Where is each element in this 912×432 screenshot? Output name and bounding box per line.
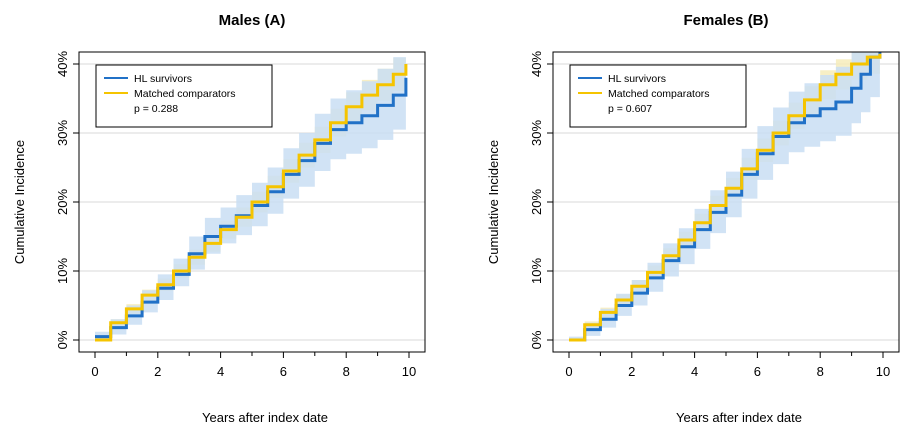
confidence-band xyxy=(95,52,406,340)
x-tick-label: 2 xyxy=(628,364,635,379)
legend-label-comparators: Matched comparators xyxy=(608,88,710,100)
y-tick-label: 0% xyxy=(55,330,70,349)
x-tick-label: 10 xyxy=(402,364,416,379)
chart-title: Females (B) xyxy=(683,12,768,29)
y-tick-label: 20% xyxy=(529,189,544,215)
x-tick-label: 4 xyxy=(217,364,224,379)
x-tick-label: 6 xyxy=(754,364,761,379)
x-axis: 0 2 4 6 8 10 xyxy=(565,352,890,379)
y-tick-label: 40% xyxy=(529,51,544,77)
p-value-label: p = 0.607 xyxy=(608,103,652,115)
panel-males: Males (A) 0 2 4 6 8 10 0% 10% 20% 30% 40% Years a… xyxy=(12,12,426,425)
p-value-label: p = 0.288 xyxy=(134,103,178,115)
legend-label-comparators: Matched comparators xyxy=(134,88,236,100)
legend: HL survivors Matched comparators p = 0.2… xyxy=(95,64,273,128)
series-line-matched-comparators xyxy=(569,53,882,342)
series-lines xyxy=(95,64,408,342)
x-axis-label: Years after index date xyxy=(202,410,328,425)
legend-box xyxy=(569,64,747,128)
x-tick-label: 10 xyxy=(876,364,890,379)
legend: HL survivors Matched comparators p = 0.6… xyxy=(569,64,747,128)
confidence-band xyxy=(95,52,406,340)
panel-females: Females (B) 0 2 4 6 8 10 0% 10% 20% 30% 40% Years… xyxy=(486,12,900,425)
series-line-hl-survivors xyxy=(569,52,882,342)
y-tick-label: 10% xyxy=(55,258,70,284)
confidence-band xyxy=(569,52,880,340)
confidence-bands xyxy=(95,52,406,340)
confidence-bands xyxy=(569,52,880,340)
y-tick-label: 0% xyxy=(529,330,544,349)
series-lines xyxy=(569,52,882,342)
x-tick-label: 6 xyxy=(280,364,287,379)
y-tick-label: 10% xyxy=(529,258,544,284)
y-axis-label: Cumulative Incidence xyxy=(486,140,501,264)
legend-box xyxy=(95,64,273,128)
y-tick-label: 40% xyxy=(55,51,70,77)
legend-label-hl: HL survivors xyxy=(608,73,666,85)
series-line-matched-comparators xyxy=(95,64,408,342)
y-axis-label: Cumulative Incidence xyxy=(12,140,27,264)
legend-label-hl: HL survivors xyxy=(134,73,192,85)
x-axis-label: Years after index date xyxy=(676,410,802,425)
x-tick-label: 8 xyxy=(817,364,824,379)
chart-title: Males (A) xyxy=(219,12,286,29)
y-axis: 0% 10% 20% 30% 40% xyxy=(529,51,553,349)
x-tick-label: 0 xyxy=(91,364,98,379)
y-tick-label: 20% xyxy=(55,189,70,215)
y-axis: 0% 10% 20% 30% 40% xyxy=(55,51,79,349)
x-tick-label: 8 xyxy=(343,364,350,379)
x-tick-label: 0 xyxy=(565,364,572,379)
y-tick-label: 30% xyxy=(55,120,70,146)
x-axis: 0 2 4 6 8 10 xyxy=(91,352,416,379)
x-tick-label: 4 xyxy=(691,364,698,379)
y-tick-label: 30% xyxy=(529,120,544,146)
x-tick-label: 2 xyxy=(154,364,161,379)
